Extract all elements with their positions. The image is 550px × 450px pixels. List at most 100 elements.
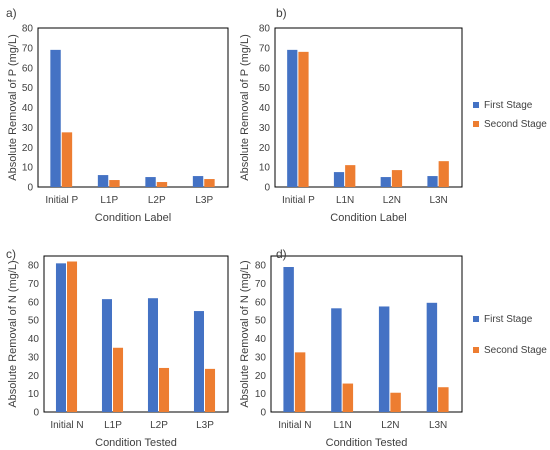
legend-entry: Second Stage [484,119,547,130]
legend-swatch [473,121,479,127]
bar-second-stage [438,161,449,187]
bar-first-stage [147,298,158,412]
bar-first-stage [333,172,345,187]
bar-first-stage [287,49,298,187]
y-tick-label: 40 [255,334,267,345]
y-tick-label: 60 [259,63,271,74]
y-tick-label: 60 [22,63,34,74]
y-tick-label: 50 [22,83,34,94]
y-tick-label: 30 [259,123,271,134]
y-tick-label: 60 [255,297,267,308]
y-axis-label: Absolute Removal of P (mg/L) [7,34,19,181]
x-tick-label: L1P [100,195,118,206]
y-tick-label: 40 [28,334,40,345]
bar-second-stage [205,368,216,412]
bar-second-stage [345,165,356,187]
x-axis-label: Condition Label [95,212,171,224]
y-tick-label: 70 [28,279,40,290]
y-tick-label: 20 [255,371,267,382]
x-tick-label: Initial N [50,420,83,431]
x-axis-label: Condition Tested [326,437,408,449]
legend-swatch [473,316,479,322]
bar-second-stage [342,383,354,412]
plot-frame [43,255,229,413]
bar-second-stage [156,182,168,187]
panel-label: d) [276,247,287,261]
x-tick-label: L1P [104,420,122,431]
bar-second-stage [109,180,120,187]
x-axis-label: Condition Label [330,212,406,224]
y-tick-label: 60 [28,297,40,308]
bar-first-stage [50,49,61,187]
x-tick-label: L3N [429,420,447,431]
x-tick-label: L2N [381,420,399,431]
plot-frame [270,255,463,413]
y-tick-label: 30 [28,352,40,363]
x-tick-label: L1N [336,195,354,206]
panel-label: c) [6,247,16,261]
x-tick-label: Initial P [45,195,78,206]
y-tick-label: 70 [22,43,34,54]
y-tick-label: 10 [259,163,271,174]
bar-first-stage [145,177,156,187]
x-tick-label: L2P [150,420,168,431]
bar-first-stage [101,299,112,412]
bar-second-stage [113,347,124,412]
panel-label: a) [6,6,17,20]
plot-frame [37,27,229,188]
bar-second-stage [298,51,309,187]
y-tick-label: 80 [259,24,271,35]
y-tick-label: 50 [28,316,40,327]
y-tick-label: 50 [255,316,267,327]
bar-first-stage [192,176,204,187]
y-tick-label: 20 [259,143,271,154]
y-tick-label: 0 [260,408,266,419]
bar-second-stage [61,132,73,187]
x-tick-label: L1N [333,420,351,431]
y-tick-label: 70 [259,43,271,54]
x-tick-label: L3P [196,420,214,431]
y-tick-label: 20 [22,143,34,154]
bar-first-stage [427,176,438,187]
x-axis-label: Condition Tested [95,437,177,449]
y-tick-label: 10 [28,389,40,400]
bar-second-stage [204,179,215,187]
bar-first-stage [97,175,109,187]
legend-entry: First Stage [484,314,533,325]
x-tick-label: L3N [429,195,447,206]
y-tick-label: 80 [28,261,40,272]
y-tick-label: 70 [255,279,267,290]
bar-first-stage [331,308,342,412]
y-axis-label: Absolute Removal of N (mg/L) [239,260,251,407]
y-tick-label: 10 [255,389,267,400]
chart-panel-2: b) 0 10 20 30 40 50 60 70 80 Initial P L1N L2N L3N Con… [239,6,547,224]
legend-swatch [473,102,479,108]
y-tick-label: 30 [22,123,34,134]
legend-swatch [473,347,479,353]
y-tick-label: 30 [255,352,267,363]
x-tick-label: L3P [195,195,213,206]
y-axis-label: Absolute Removal of N (mg/L) [7,260,19,407]
bar-first-stage [378,306,390,412]
legend-entry: Second Stage [484,345,547,356]
bar-second-stage [294,352,306,412]
panels-layer: a) 0 10 20 30 40 50 60 70 80 Initial P L1P L2P L3P Con… [6,6,547,449]
x-tick-label: Initial P [282,195,315,206]
bar-first-stage [283,267,294,412]
y-tick-label: 0 [264,183,270,194]
y-tick-label: 50 [259,83,271,94]
chart-panel-3: c) 0 10 20 30 40 50 60 70 80 Initial N L1P L2P L3P Con… [6,247,229,449]
plot-frame [274,27,463,188]
y-axis-label: Absolute Removal of P (mg/L) [239,34,251,181]
y-tick-label: 10 [22,163,34,174]
y-tick-label: 40 [22,103,34,114]
y-tick-label: 0 [27,183,33,194]
legend-entry: First Stage [484,100,533,111]
bar-first-stage [426,302,438,412]
y-tick-label: 40 [259,103,271,114]
chart-panel-1: a) 0 10 20 30 40 50 60 70 80 Initial P L1P L2P L3P Con… [6,6,229,224]
bar-second-stage [159,367,170,412]
x-tick-label: Initial N [278,420,311,431]
x-tick-label: L2P [148,195,166,206]
chart-panel-4: d) 0 10 20 30 40 50 60 70 80 Initial N L1N L2N L3N Con… [239,247,547,449]
